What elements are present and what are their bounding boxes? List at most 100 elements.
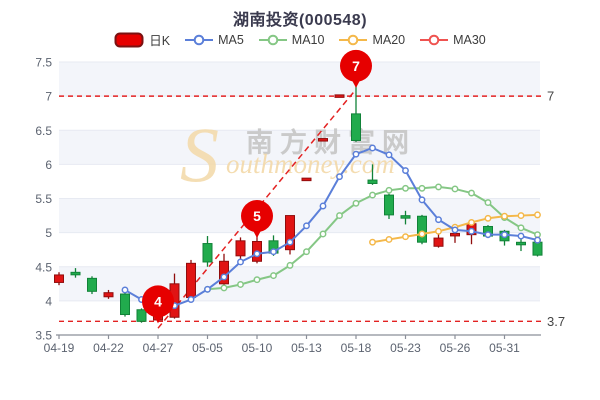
y-tick-label: 3.5: [35, 329, 52, 343]
plot-band: [59, 164, 540, 199]
limit-line-label: 7: [547, 89, 554, 104]
y-tick-label: 6: [45, 158, 52, 172]
candle: [136, 308, 147, 323]
legend-item-ma10[interactable]: MA10: [258, 32, 325, 47]
candle: [516, 238, 526, 252]
ma10-point: [468, 189, 475, 197]
event-marker-label: 5: [253, 208, 261, 224]
ma10-point: [352, 199, 360, 207]
plot-band: [59, 198, 540, 233]
ma20-point: [468, 218, 475, 226]
candle: [120, 292, 130, 317]
y-tick-label: 7.5: [35, 56, 52, 70]
ma5-point: [451, 226, 459, 234]
legend-label: 日K: [149, 34, 171, 48]
x-tick-label: 05-31: [489, 341, 520, 355]
ma10-point: [369, 191, 376, 199]
axes: 04-19 04-22 04-27 05-05 05-10 05-13 05-18 05-23…: [35, 56, 541, 355]
x-tick-label: 05-23: [390, 341, 421, 355]
ma10-point: [402, 184, 409, 192]
plot-band: [59, 130, 540, 165]
ma10-point: [484, 199, 492, 207]
plot-band: [59, 96, 540, 131]
candle-body: [367, 179, 378, 184]
ma5-point: [319, 202, 327, 210]
ma5-point: [418, 196, 426, 204]
event-marker-bubble: [142, 285, 174, 318]
candle: [400, 210, 411, 225]
ma10-point: [253, 276, 261, 284]
legend-label: MA20: [372, 32, 406, 47]
event-marker-5: 5: [241, 200, 273, 239]
limit-line-label: 3.7: [547, 314, 565, 329]
ma5-point: [270, 248, 277, 256]
event-marker-4: 4: [142, 285, 174, 324]
candle-body: [301, 177, 312, 182]
line-marker-icon: [185, 34, 214, 46]
ma5-point: [336, 173, 343, 181]
candle: [367, 164, 378, 185]
ma5-point: [253, 250, 261, 258]
ma10-point: [319, 230, 327, 238]
ma10-point: [517, 224, 525, 232]
watermark-initial: S: [180, 111, 219, 198]
candle-body: [334, 94, 345, 98]
y-tick-label: 7: [45, 90, 52, 104]
legend-label: MA10: [291, 32, 325, 47]
ma20-point: [402, 233, 409, 241]
candle-swatch-icon: [114, 32, 144, 48]
ma5-point: [237, 258, 244, 266]
ma20-point: [435, 227, 442, 235]
y-tick-label: 5: [45, 226, 52, 240]
event-marker-bubble: [241, 200, 273, 233]
ma20-point: [501, 212, 508, 220]
ma5-point: [501, 231, 508, 239]
legend-item-ma5[interactable]: MA5: [185, 33, 244, 47]
candle: [417, 214, 427, 245]
ma5-point: [517, 232, 525, 240]
ma20-point: [369, 238, 376, 246]
line-marker-icon: [339, 34, 368, 46]
candle-body: [136, 309, 147, 322]
ma10-point: [451, 185, 459, 193]
candle-body: [70, 271, 81, 276]
plot-band: [59, 62, 540, 97]
plot-band: [59, 300, 540, 335]
candle: [351, 85, 361, 142]
candle-body: [516, 241, 526, 246]
candle-body: [433, 237, 444, 247]
candle: [70, 268, 81, 278]
ma10-point: [220, 284, 228, 292]
candle: [54, 272, 64, 286]
x-tick-label: 04-22: [93, 341, 124, 355]
ma20-point: [385, 236, 393, 243]
ma5-point: [534, 236, 541, 244]
event-marker-7: 7: [340, 49, 372, 88]
candle: [318, 138, 328, 142]
chart-title: 湖南投资(000548): [232, 12, 368, 29]
ma5-point: [435, 216, 442, 224]
watermark-en: outhmoney.com: [226, 149, 395, 179]
candle-body: [103, 292, 114, 298]
ma10-point: [418, 184, 426, 192]
legend-item-ma30[interactable]: MA30: [420, 33, 486, 47]
ma10-point: [286, 261, 294, 269]
ma10: [204, 183, 541, 293]
x-tick-label: 05-18: [341, 341, 372, 355]
ma5-point: [187, 296, 195, 303]
candle: [103, 289, 114, 299]
candle: [334, 94, 345, 98]
ma10-point: [435, 183, 442, 191]
x-tick-label: 05-13: [291, 341, 322, 355]
ma5-point: [121, 286, 129, 294]
candle: [384, 193, 394, 219]
x-tick-label: 05-10: [242, 341, 273, 355]
ma5-point: [352, 150, 360, 158]
legend-item-ma20[interactable]: MA20: [339, 33, 405, 47]
y-tick-label: 5.5: [35, 192, 52, 206]
legend-label: MA5: [218, 32, 244, 47]
legend-item-daily-k[interactable]: 日K: [114, 30, 170, 49]
